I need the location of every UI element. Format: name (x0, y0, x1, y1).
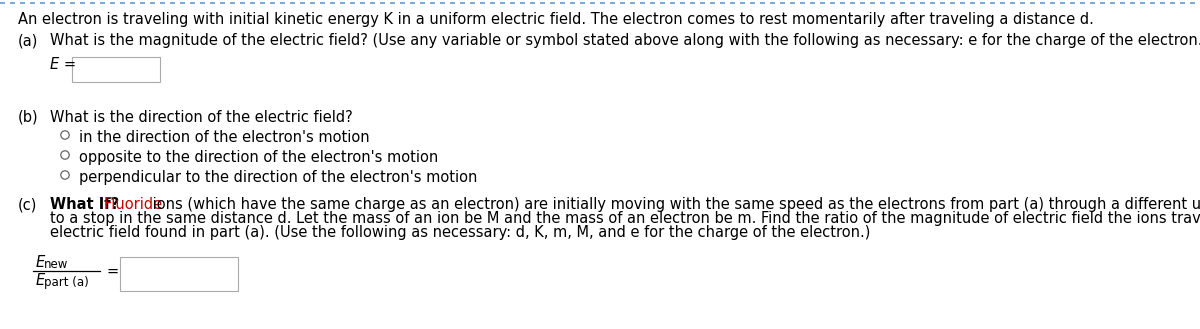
Text: electric field found in part (a). (Use the following as necessary: d, K, m, M, a: electric field found in part (a). (Use t… (50, 225, 870, 240)
Text: E: E (36, 255, 46, 270)
Text: to a stop in the same distance d. Let the mass of an ion be M and the mass of an: to a stop in the same distance d. Let th… (50, 211, 1200, 226)
Text: perpendicular to the direction of the electron's motion: perpendicular to the direction of the el… (79, 170, 478, 185)
Text: ions (which have the same charge as an electron) are initially moving with the s: ions (which have the same charge as an e… (148, 197, 1200, 212)
Text: E: E (36, 273, 46, 288)
Text: (c): (c) (18, 197, 37, 212)
FancyBboxPatch shape (120, 257, 238, 291)
Text: An electron is traveling with initial kinetic energy K in a uniform electric fie: An electron is traveling with initial ki… (18, 12, 1094, 27)
Text: new: new (44, 258, 68, 271)
Text: opposite to the direction of the electron's motion: opposite to the direction of the electro… (79, 150, 438, 165)
Text: What If?: What If? (50, 197, 119, 212)
Text: =: = (106, 264, 118, 279)
Text: What is the direction of the electric field?: What is the direction of the electric fi… (50, 110, 353, 125)
Text: part (a): part (a) (44, 276, 89, 289)
Text: (b): (b) (18, 110, 38, 125)
Text: in the direction of the electron's motion: in the direction of the electron's motio… (79, 130, 370, 145)
FancyBboxPatch shape (72, 57, 160, 82)
Text: What is the magnitude of the electric field? (Use any variable or symbol stated : What is the magnitude of the electric fi… (50, 33, 1200, 48)
Text: Fluoride: Fluoride (104, 197, 163, 212)
Text: E =: E = (50, 57, 76, 72)
Text: (a): (a) (18, 33, 38, 48)
